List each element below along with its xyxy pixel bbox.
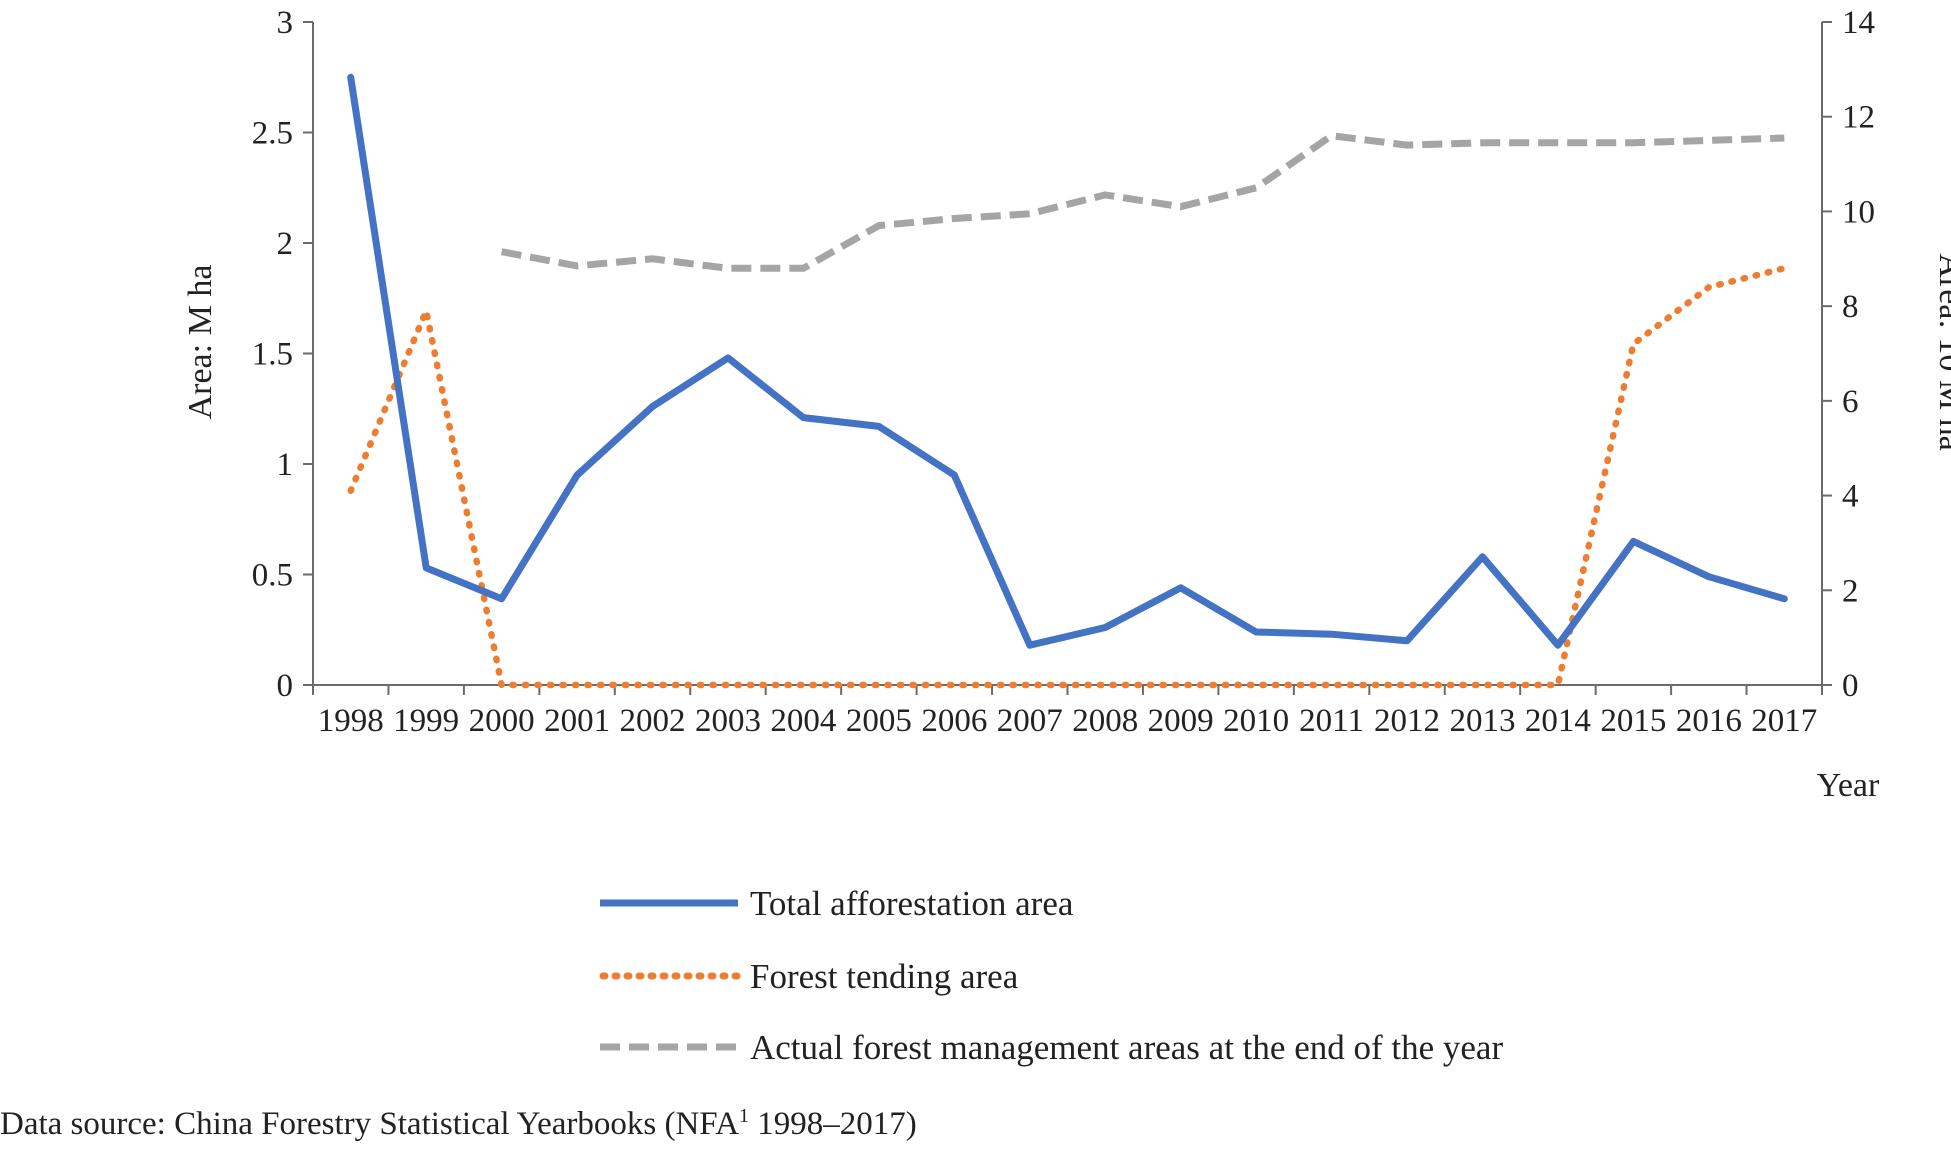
axes: 0 0.5 1 1.5 2 2.5 3 0 2 4 6 8 10 12 14 1998 1999 2000 2001… [252,5,1875,739]
legend-label-management: Actual forest management areas at the en… [750,1028,1503,1067]
series-layer [347,73,1788,689]
x-tick-label: 2004 [770,703,836,739]
x-tick-label: 2017 [1751,703,1817,739]
right-y-tick-label: 10 [1842,194,1875,230]
x-axis-title: Year [1817,767,1880,804]
source-years: 1998–2017) [749,1106,917,1142]
x-tick-label: 2014 [1525,703,1591,739]
left-y-tick-label: 0.5 [252,558,293,594]
right-y-axis-title: Area: 10 M ha [1932,253,1951,450]
x-tick-label: 2006 [921,703,987,739]
x-tick-label: 2000 [469,703,535,739]
right-y-tick-label: 6 [1842,384,1859,420]
legend-item-management: Actual forest management areas at the en… [600,1028,1503,1067]
left-y-tick-label: 2.5 [252,116,293,152]
x-tick-label: 2001 [544,703,610,739]
left-y-tick-label: 1.5 [252,337,293,373]
x-tick-label: 2003 [695,703,761,739]
x-tick-label: 2011 [1299,703,1364,739]
left-y-tick-label: 2 [277,226,294,262]
legend-item-tending: Forest tending area [599,957,1019,996]
x-tick-label: 2012 [1374,703,1440,739]
x-tick-label: 1998 [318,703,384,739]
legend-label-afforestation: Total afforestation area [750,884,1074,923]
right-y-tick-label: 4 [1842,479,1859,515]
x-tick-label: 2005 [846,703,912,739]
right-y-tick-label: 2 [1842,573,1859,609]
x-tick-label: 2010 [1223,703,1289,739]
legend-label-tending: Forest tending area [750,957,1019,996]
legend: Total afforestation area Forest tending … [599,884,1503,1067]
x-tick-label: 2008 [1072,703,1138,739]
series-line-afforestation [347,73,1788,649]
right-y-tick-label: 12 [1842,100,1875,136]
x-tick-label: 1999 [393,703,459,739]
right-y-tick-label: 8 [1842,289,1859,325]
data-source-note: Data source: China Forestry Statistical … [0,1105,917,1143]
x-tick-label: 2007 [997,703,1063,739]
legend-item-afforestation: Total afforestation area [600,884,1074,923]
right-y-tick-label: 14 [1842,5,1875,41]
series-line-tending [347,265,1788,689]
axis-labels: Year Area: M ha Area: 10 M ha [182,253,1951,804]
right-y-tick-label: 0 [1842,668,1859,704]
x-tick-label: 2015 [1600,703,1666,739]
series-line-management [500,132,1785,272]
chart: 0 0.5 1 1.5 2 2.5 3 0 2 4 6 8 10 12 14 1998 1999 2000 2001… [182,5,1951,1067]
left-y-tick-label: 1 [277,447,294,483]
left-y-tick-label: 3 [277,5,294,41]
x-tick-label: 2013 [1449,703,1515,739]
left-y-axis-title: Area: M ha [182,265,219,420]
left-y-tick-label: 0 [277,668,294,704]
x-tick-label: 2002 [620,703,686,739]
source-footnote-mark: 1 [739,1105,750,1127]
source-text: Data source: China Forestry Statistical … [0,1106,740,1142]
x-tick-label: 2009 [1148,703,1214,739]
x-tick-label: 2016 [1676,703,1742,739]
